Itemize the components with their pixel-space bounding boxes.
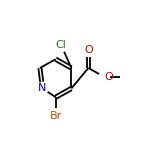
Text: O: O <box>104 72 113 82</box>
Text: O: O <box>84 45 93 55</box>
Text: Br: Br <box>50 111 62 121</box>
Text: N: N <box>38 83 47 93</box>
Text: Cl: Cl <box>55 40 66 50</box>
